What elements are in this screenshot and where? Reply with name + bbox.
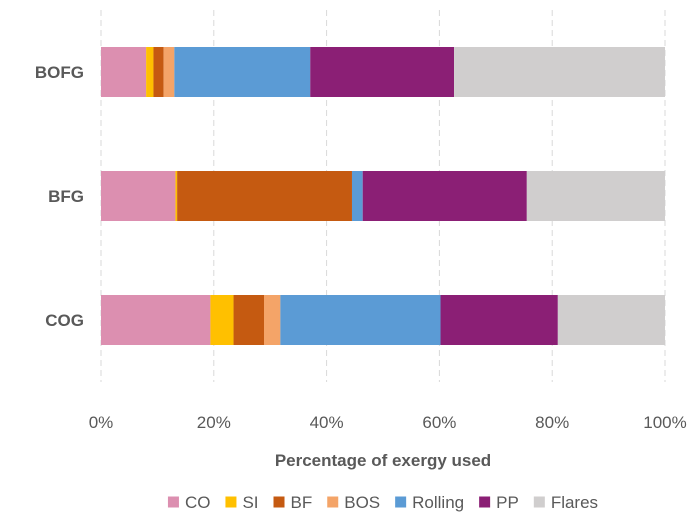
legend-label-si: SI (242, 493, 258, 512)
legend-label-co: CO (185, 493, 211, 512)
x-tick-labels: 0% 20% 40% 60% 80% 100% (89, 413, 687, 432)
category-label-bofg: BOFG (35, 63, 84, 82)
legend-swatch-si (225, 496, 237, 508)
bar-cog-bf (233, 295, 264, 345)
legend: CO SI BF BOS Rolling PP Flares (167, 493, 598, 512)
legend-swatch-bf (273, 496, 285, 508)
x-tick-label: 0% (89, 413, 114, 432)
bar-bfg-bf (177, 171, 352, 221)
legend-label-bf: BF (291, 493, 313, 512)
bar-bfg-si (175, 171, 178, 221)
bar-bofg-si (146, 47, 154, 97)
category-label-cog: COG (45, 311, 84, 330)
legend-label-bos: BOS (344, 493, 380, 512)
legend-label-pp: PP (496, 493, 519, 512)
legend-swatch-pp (479, 496, 491, 508)
bar-cog-pp (440, 295, 558, 345)
bar-bfg-co (101, 171, 176, 221)
x-tick-label: 100% (643, 413, 686, 432)
bar-cog-co (101, 295, 211, 345)
bar-bfg-flares (526, 171, 665, 221)
bar-cog-flares (557, 295, 665, 345)
bars (101, 47, 665, 345)
legend-swatch-flares (533, 496, 545, 508)
bar-cog-bos (263, 295, 281, 345)
bar-bofg-bf (153, 47, 164, 97)
x-axis-title: Percentage of exergy used (275, 451, 491, 470)
bar-cog-rolling (280, 295, 441, 345)
legend-swatch-bos (327, 496, 339, 508)
category-label-bfg: BFG (48, 187, 84, 206)
bar-bofg-rolling (174, 47, 311, 97)
legend-label-rolling: Rolling (412, 493, 464, 512)
bar-bofg-co (101, 47, 147, 97)
bar-bofg-bos (163, 47, 175, 97)
bar-bofg-pp (310, 47, 455, 97)
x-tick-label: 80% (535, 413, 569, 432)
bar-bfg-pp (362, 171, 527, 221)
legend-swatch-co (167, 496, 179, 508)
x-tick-label: 20% (197, 413, 231, 432)
x-tick-label: 60% (422, 413, 456, 432)
category-labels: BOFG BFG COG (35, 63, 84, 330)
legend-swatch-rolling (395, 496, 407, 508)
bar-bfg-rolling (351, 171, 363, 221)
x-tick-label: 40% (310, 413, 344, 432)
legend-label-flares: Flares (551, 493, 598, 512)
bar-cog-si (210, 295, 234, 345)
bar-bofg-flares (454, 47, 665, 97)
